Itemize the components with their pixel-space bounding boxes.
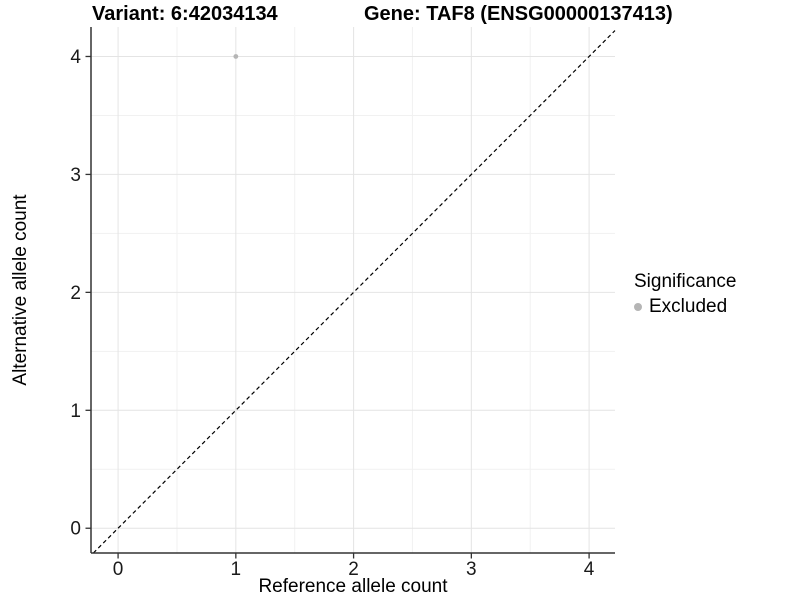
legend-item-excluded: Excluded bbox=[634, 296, 736, 318]
legend-item-label: Excluded bbox=[649, 296, 728, 317]
x-axis-label: Reference allele count bbox=[258, 576, 448, 597]
x-tick-label: 2 bbox=[348, 559, 359, 580]
legend: Significance Excluded bbox=[634, 271, 736, 318]
y-tick-label: 3 bbox=[70, 165, 81, 186]
plot-title-gene: Gene: TAF8 (ENSG00000137413) bbox=[364, 3, 673, 25]
y-tick-label: 2 bbox=[70, 283, 81, 304]
x-tick-label: 1 bbox=[231, 559, 242, 580]
y-tick-label: 1 bbox=[70, 401, 81, 422]
excluded-point-icon bbox=[634, 303, 642, 311]
identity-line bbox=[92, 30, 616, 554]
data-point bbox=[233, 54, 239, 59]
y-tick-label: 4 bbox=[70, 47, 81, 68]
x-tick-label: 0 bbox=[113, 559, 124, 580]
x-tick-label: 3 bbox=[466, 559, 477, 580]
y-axis-label: Alternative allele count bbox=[10, 194, 31, 386]
plot-title-variant: Variant: 6:42034134 bbox=[92, 3, 278, 25]
x-tick-label: 4 bbox=[584, 559, 595, 580]
legend-title: Significance bbox=[634, 271, 737, 292]
y-tick-label: 0 bbox=[70, 519, 81, 540]
